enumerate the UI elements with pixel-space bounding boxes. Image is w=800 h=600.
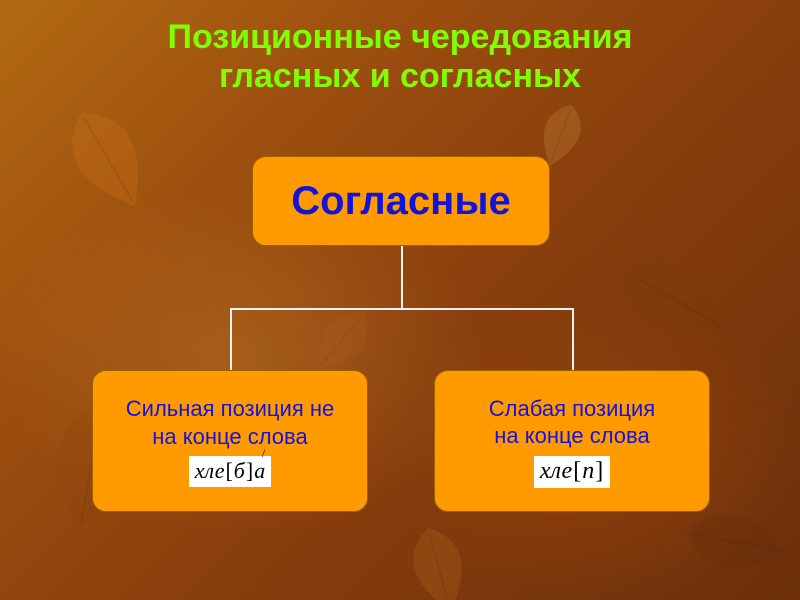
formula-weak-bracketed: п xyxy=(582,458,594,485)
formula-strong-suffix: а xyxy=(254,458,265,484)
connector-drop-left xyxy=(230,308,232,370)
formula-strong-bracketed: б xyxy=(234,458,245,484)
node-strong-position: Сильная позиция не на конце слова хле [ … xyxy=(92,370,368,512)
connector-stem xyxy=(401,246,403,308)
title-line-2: гласных и согласных xyxy=(0,57,800,96)
bracket-close-icon: ] xyxy=(245,458,254,484)
node-consonants-label: Согласные xyxy=(291,179,510,224)
formula-strong: хле [ б ] а / xyxy=(189,456,271,487)
formula-strong-prefix: хле xyxy=(195,458,225,484)
bracket-open-icon: [ xyxy=(572,458,582,485)
node-weak-label: Слабая позиция на конце слова xyxy=(489,395,655,450)
formula-weak: хле [ п ] xyxy=(534,456,610,488)
stress-mark-icon: / xyxy=(262,446,265,461)
page-title: Позиционные чередования гласных и соглас… xyxy=(0,18,800,96)
connector-bar xyxy=(230,308,572,310)
node-strong-label: Сильная позиция не на конце слова xyxy=(126,395,334,450)
node-consonants: Согласные xyxy=(252,156,550,246)
bracket-close-icon: ] xyxy=(594,458,604,485)
bracket-open-icon: [ xyxy=(224,458,233,484)
connector-drop-right xyxy=(572,308,574,370)
formula-weak-prefix: хле xyxy=(540,458,572,485)
node-weak-position: Слабая позиция на конце слова хле [ п ] xyxy=(434,370,710,512)
title-line-1: Позиционные чередования xyxy=(0,18,800,57)
